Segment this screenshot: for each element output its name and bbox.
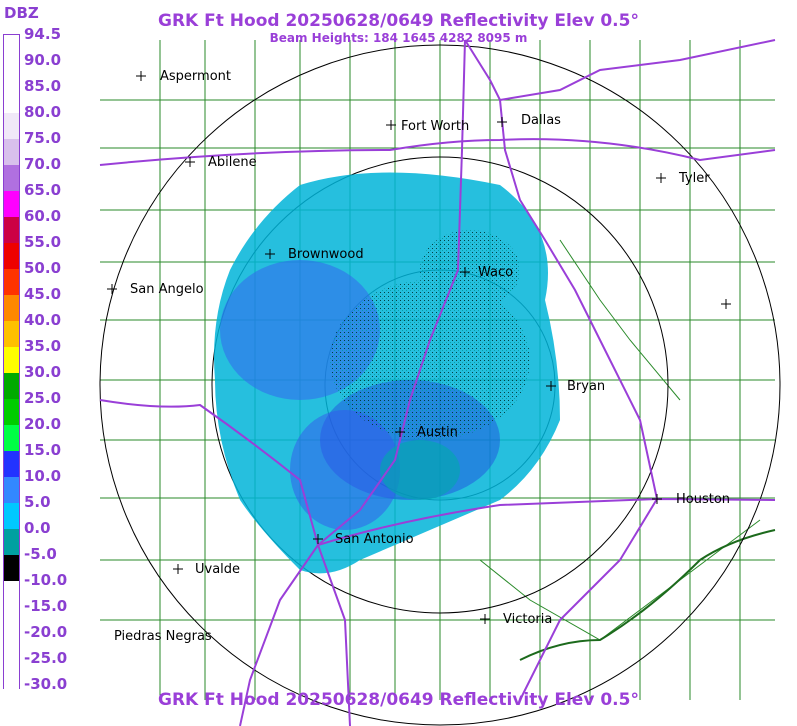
legend-swatch [4, 347, 19, 373]
legend-label: 40.0 [24, 311, 62, 329]
legend-swatch [4, 555, 19, 581]
map-footer-title: GRK Ft Hood 20250628/0649 Reflectivity E… [158, 690, 639, 710]
city-fort-worth: Fort Worth [401, 119, 469, 134]
legend-label: 70.0 [24, 155, 62, 173]
city-victoria: Victoria [503, 612, 552, 627]
legend-label: -15.0 [24, 597, 68, 615]
legend-swatch [4, 35, 19, 61]
legend-swatch [4, 477, 19, 503]
legend-unit: DBZ [4, 4, 39, 22]
legend-swatch [4, 659, 19, 685]
legend-label: 90.0 [24, 51, 62, 69]
legend-swatch [4, 503, 19, 529]
city-san-angelo: San Angelo [130, 282, 204, 297]
reflectivity-echoes [214, 172, 560, 574]
legend-swatch [4, 87, 19, 113]
legend-swatch [4, 685, 19, 711]
city-dallas: Dallas [521, 113, 561, 128]
city-abilene: Abilene [208, 155, 257, 170]
legend-label: -20.0 [24, 623, 68, 641]
legend-label: -30.0 [24, 675, 68, 693]
dbz-legend: DBZ 94.5 90.0 85.0 80.0 75.0 70.0 65.0 60.0 55.0… [0, 0, 100, 726]
legend-label: 50.0 [24, 259, 62, 277]
legend-label: 0.0 [24, 519, 51, 537]
legend-swatch [4, 451, 19, 477]
legend-label: 10.0 [24, 467, 62, 485]
legend-label: 60.0 [24, 207, 62, 225]
legend-label: 20.0 [24, 415, 62, 433]
city-san-antonio: San Antonio [335, 532, 414, 547]
legend-label: 80.0 [24, 103, 62, 121]
legend-swatch [4, 269, 19, 295]
legend-swatch [4, 113, 19, 139]
legend-swatch [4, 607, 19, 633]
city-austin: Austin [417, 425, 458, 440]
legend-label: 30.0 [24, 363, 62, 381]
legend-swatch [4, 165, 19, 191]
legend-swatch [4, 61, 19, 87]
legend-swatch [4, 243, 19, 269]
highways [99, 39, 776, 726]
legend-label: 35.0 [24, 337, 62, 355]
legend-label: 94.5 [24, 25, 62, 43]
legend-swatch [4, 425, 19, 451]
legend-swatch [4, 529, 19, 555]
legend-swatch [4, 399, 19, 425]
city-markers [107, 71, 731, 624]
city-tyler: Tyler [678, 171, 710, 186]
legend-swatch [4, 321, 19, 347]
city-labels: Aspermont Fort Worth Dallas Abilene Tyle… [114, 69, 730, 644]
map-title: GRK Ft Hood 20250628/0649 Reflectivity E… [158, 11, 639, 31]
legend-label: -25.0 [24, 649, 68, 667]
city-houston: Houston [676, 492, 730, 507]
legend-label: -10.0 [24, 571, 68, 589]
legend-swatch [4, 633, 19, 659]
legend-swatch [4, 295, 19, 321]
legend-swatch [4, 373, 19, 399]
legend-label: 75.0 [24, 129, 62, 147]
city-brownwood: Brownwood [288, 247, 364, 262]
legend-label: 5.0 [24, 493, 51, 511]
legend-label: 65.0 [24, 181, 62, 199]
legend-swatch [4, 191, 19, 217]
city-waco: Waco [478, 265, 513, 280]
legend-label: 25.0 [24, 389, 62, 407]
legend-swatch [4, 139, 19, 165]
beam-heights: Beam Heights: 184 1645 4282 8095 m [269, 31, 528, 45]
city-uvalde: Uvalde [195, 562, 240, 577]
legend-label: 45.0 [24, 285, 62, 303]
legend-label: 55.0 [24, 233, 62, 251]
city-aspermont: Aspermont [160, 69, 231, 84]
legend-swatch [4, 581, 19, 607]
legend-label: 15.0 [24, 441, 62, 459]
city-piedras-negras: Piedras Negras [114, 629, 212, 644]
legend-label: 85.0 [24, 77, 62, 95]
legend-color-bar [3, 34, 20, 711]
city-bryan: Bryan [567, 379, 605, 394]
legend-swatch [4, 217, 19, 243]
legend-label: -5.0 [24, 545, 57, 563]
